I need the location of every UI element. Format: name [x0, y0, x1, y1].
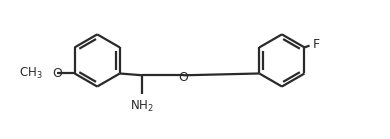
Text: CH$_3$: CH$_3$: [19, 66, 43, 81]
Text: F: F: [313, 38, 320, 51]
Text: O: O: [52, 67, 62, 80]
Text: O: O: [179, 71, 188, 84]
Text: NH$_2$: NH$_2$: [130, 98, 154, 114]
